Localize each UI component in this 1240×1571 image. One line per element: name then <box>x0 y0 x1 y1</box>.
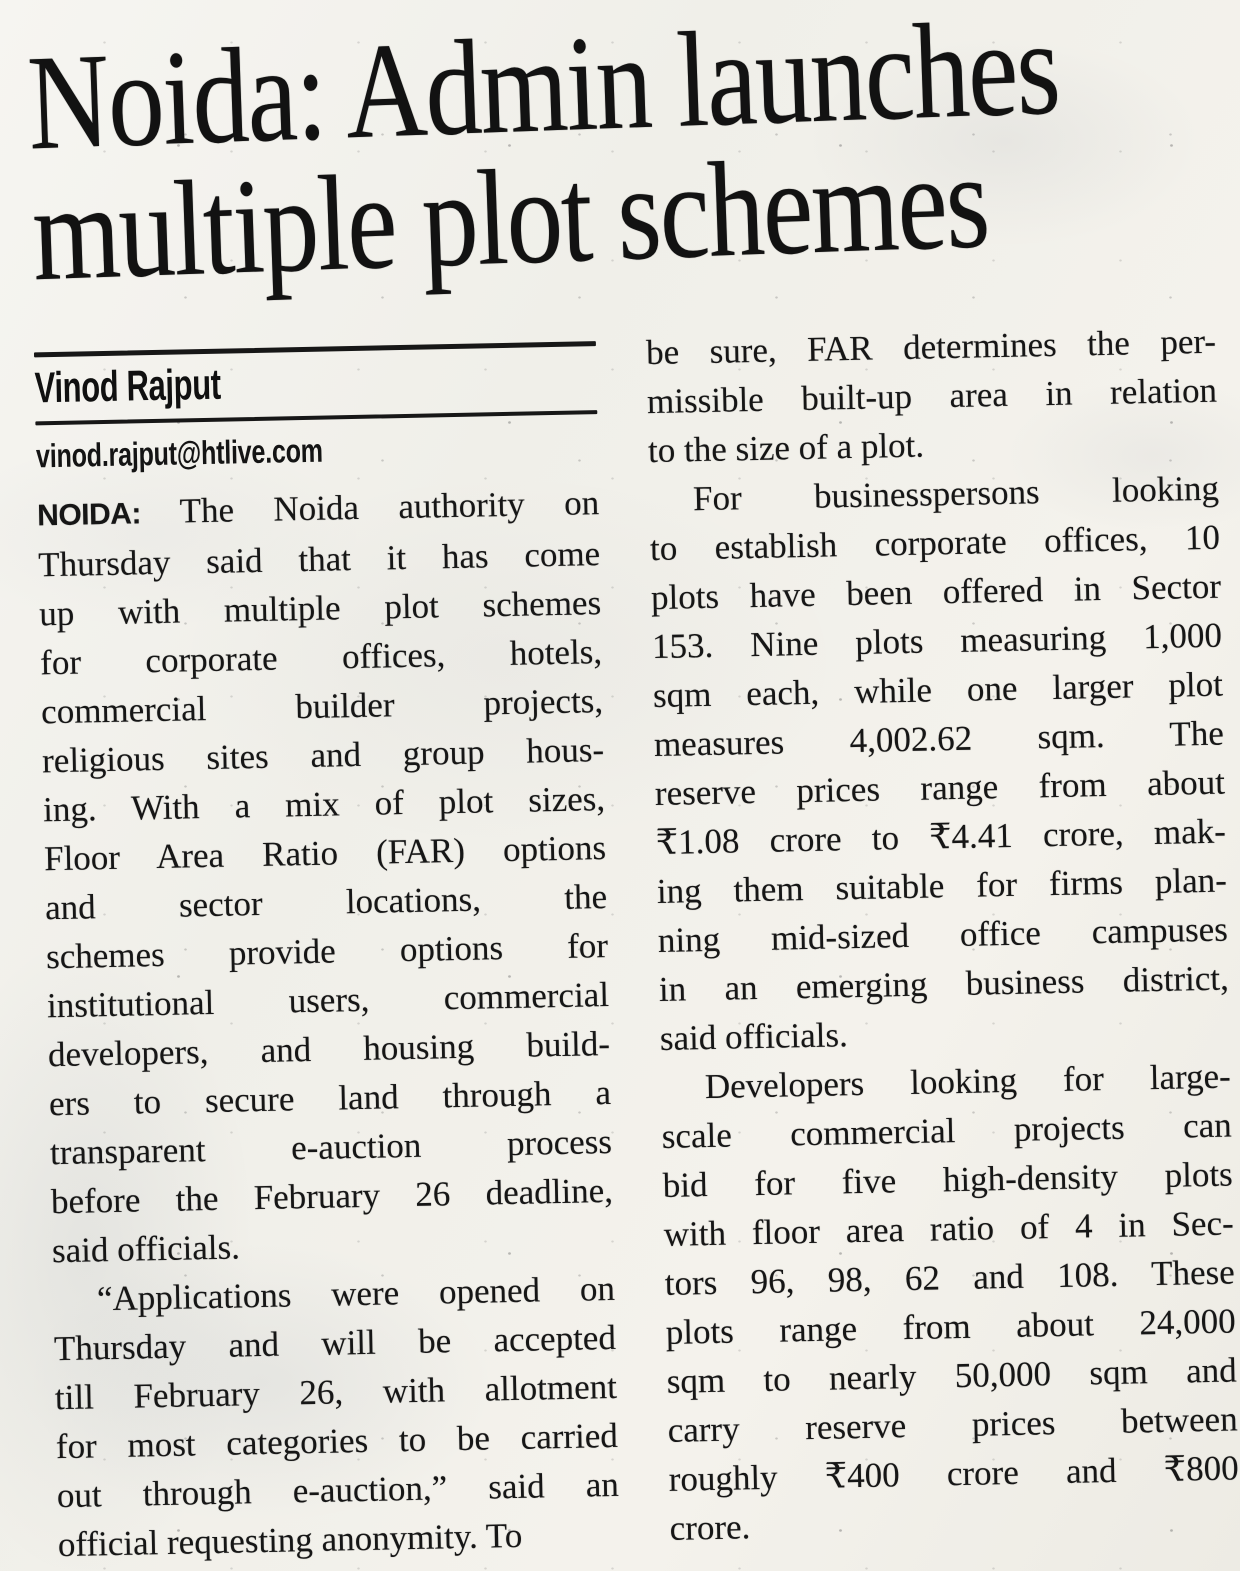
paragraph: NOIDA: The Noida authority on Thursday sa… <box>37 478 615 1275</box>
headline-line-2: multiple plot schemes <box>29 126 991 310</box>
dateline-lead: NOIDA: <box>36 497 142 533</box>
column-right: be sure, FAR determines the per-missible… <box>646 317 1240 1557</box>
paragraph: be sure, FAR determines the per-missible… <box>646 317 1219 475</box>
column-left: Vinod Rajput vinod.rajput@htlive.com NOI… <box>33 329 621 1569</box>
byline-rule-top <box>33 341 596 358</box>
column-left-text: NOIDA: The Noida authority on Thursday sa… <box>37 478 621 1569</box>
paragraph: Developers looking for large-scale comme… <box>660 1052 1240 1553</box>
byline-block: Vinod Rajput vinod.rajput@htlive.com <box>33 341 598 475</box>
byline-rule-bottom <box>35 410 598 426</box>
author-email: vinod.rajput@htlive.com <box>35 431 324 475</box>
paragraph: For businesspersons looking to establish … <box>649 464 1231 1063</box>
author-name: Vinod Rajput <box>34 360 222 413</box>
article-headline: Noida: Admin launches multiple plot sche… <box>25 0 1217 310</box>
paragraph: “Applications were opened on Thursday and… <box>52 1264 620 1569</box>
article-clipping: Noida: Admin launches multiple plot sche… <box>25 0 1240 1570</box>
article-columns: Vinod Rajput vinod.rajput@htlive.com NOI… <box>33 317 1240 1570</box>
column-right-text: be sure, FAR determines the per-missible… <box>646 317 1240 1553</box>
